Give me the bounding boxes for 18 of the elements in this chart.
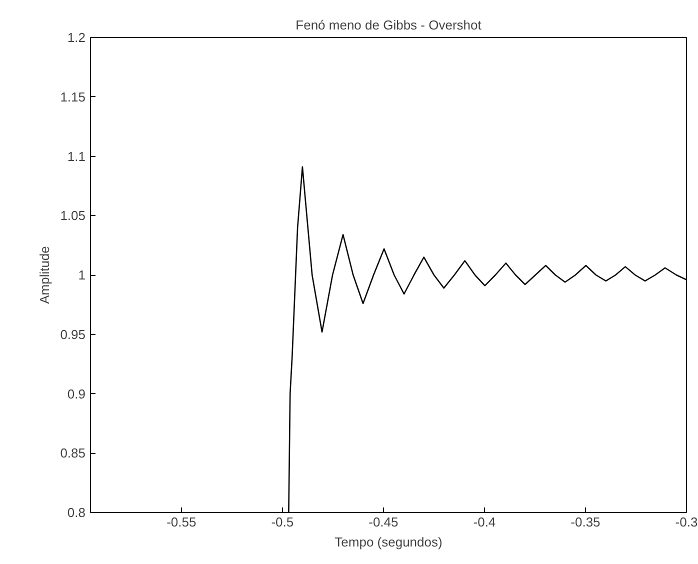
y-tick-label: 0.9 xyxy=(67,386,86,402)
y-tick-label: 1.1 xyxy=(67,148,86,164)
y-tick-label: 1.2 xyxy=(67,30,86,45)
y-tick-label: 1.15 xyxy=(60,89,86,104)
chart-title: Fenó meno de Gibbs - Overshot xyxy=(296,18,482,32)
y-tick-label: 1.05 xyxy=(60,208,86,224)
y-axis-title: Amplitude xyxy=(37,246,52,304)
x-axis-title: Tempo (segundos) xyxy=(334,534,442,550)
x-tick-label: -0.35 xyxy=(570,514,600,530)
y-tick-label: 0.85 xyxy=(60,446,86,461)
y-tick-label: 0.8 xyxy=(67,505,86,520)
y-tick-label: 0.95 xyxy=(60,326,86,342)
x-tick-label: -0.45 xyxy=(368,514,398,530)
x-tick-label: -0.3 xyxy=(675,514,698,530)
x-tick-label: -0.55 xyxy=(166,514,196,530)
x-tick-label: -0.4 xyxy=(473,514,496,530)
y-tick-label: 1 xyxy=(78,268,86,282)
x-tick-label: -0.5 xyxy=(271,514,294,530)
